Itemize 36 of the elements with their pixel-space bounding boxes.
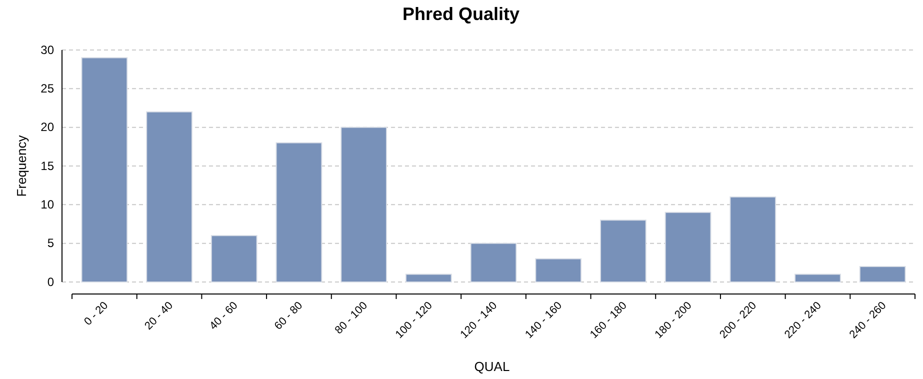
bar bbox=[210, 235, 258, 282]
y-tick-label: 20 bbox=[40, 120, 54, 134]
x-tick-label: 20 - 40 bbox=[142, 300, 176, 332]
x-tick-label: 80 - 100 bbox=[332, 300, 370, 337]
x-tick-label: 200 - 220 bbox=[718, 300, 760, 341]
bar bbox=[859, 266, 906, 282]
y-tick-label: 30 bbox=[40, 42, 54, 57]
bar bbox=[146, 111, 192, 282]
bar bbox=[470, 242, 517, 282]
y-tick-label: 15 bbox=[40, 158, 54, 173]
x-tick-label: 120 - 140 bbox=[458, 300, 500, 341]
bar bbox=[794, 274, 841, 282]
x-tick-label: 40 - 60 bbox=[208, 300, 240, 332]
x-tick-label: 0 - 20 bbox=[82, 300, 111, 328]
y-tick-label: 10 bbox=[40, 198, 54, 212]
bar bbox=[664, 212, 712, 282]
bar bbox=[276, 142, 322, 282]
bar bbox=[405, 274, 452, 282]
bar bbox=[535, 258, 582, 282]
x-tick-label: 100 - 120 bbox=[393, 300, 435, 341]
x-axis-title: QUAL bbox=[474, 359, 510, 374]
y-tick-label: 25 bbox=[40, 82, 54, 96]
x-tick-label: 140 - 160 bbox=[523, 300, 564, 341]
bar bbox=[81, 57, 128, 282]
x-tick-label: 160 - 180 bbox=[588, 300, 630, 341]
chart-title: Phred Quality bbox=[402, 4, 520, 24]
y-tick-label: 0 bbox=[47, 274, 54, 289]
x-tick-label: 220 - 240 bbox=[782, 300, 824, 341]
bar bbox=[340, 126, 388, 282]
y-axis-title: Frequency bbox=[14, 134, 29, 197]
bar bbox=[600, 220, 646, 282]
x-tick-label: 180 - 200 bbox=[652, 300, 694, 341]
x-tick-label: 60 - 80 bbox=[272, 300, 306, 332]
y-tick-label: 5 bbox=[47, 236, 54, 250]
bar bbox=[730, 196, 776, 282]
x-tick-label: 240 - 260 bbox=[847, 300, 889, 341]
